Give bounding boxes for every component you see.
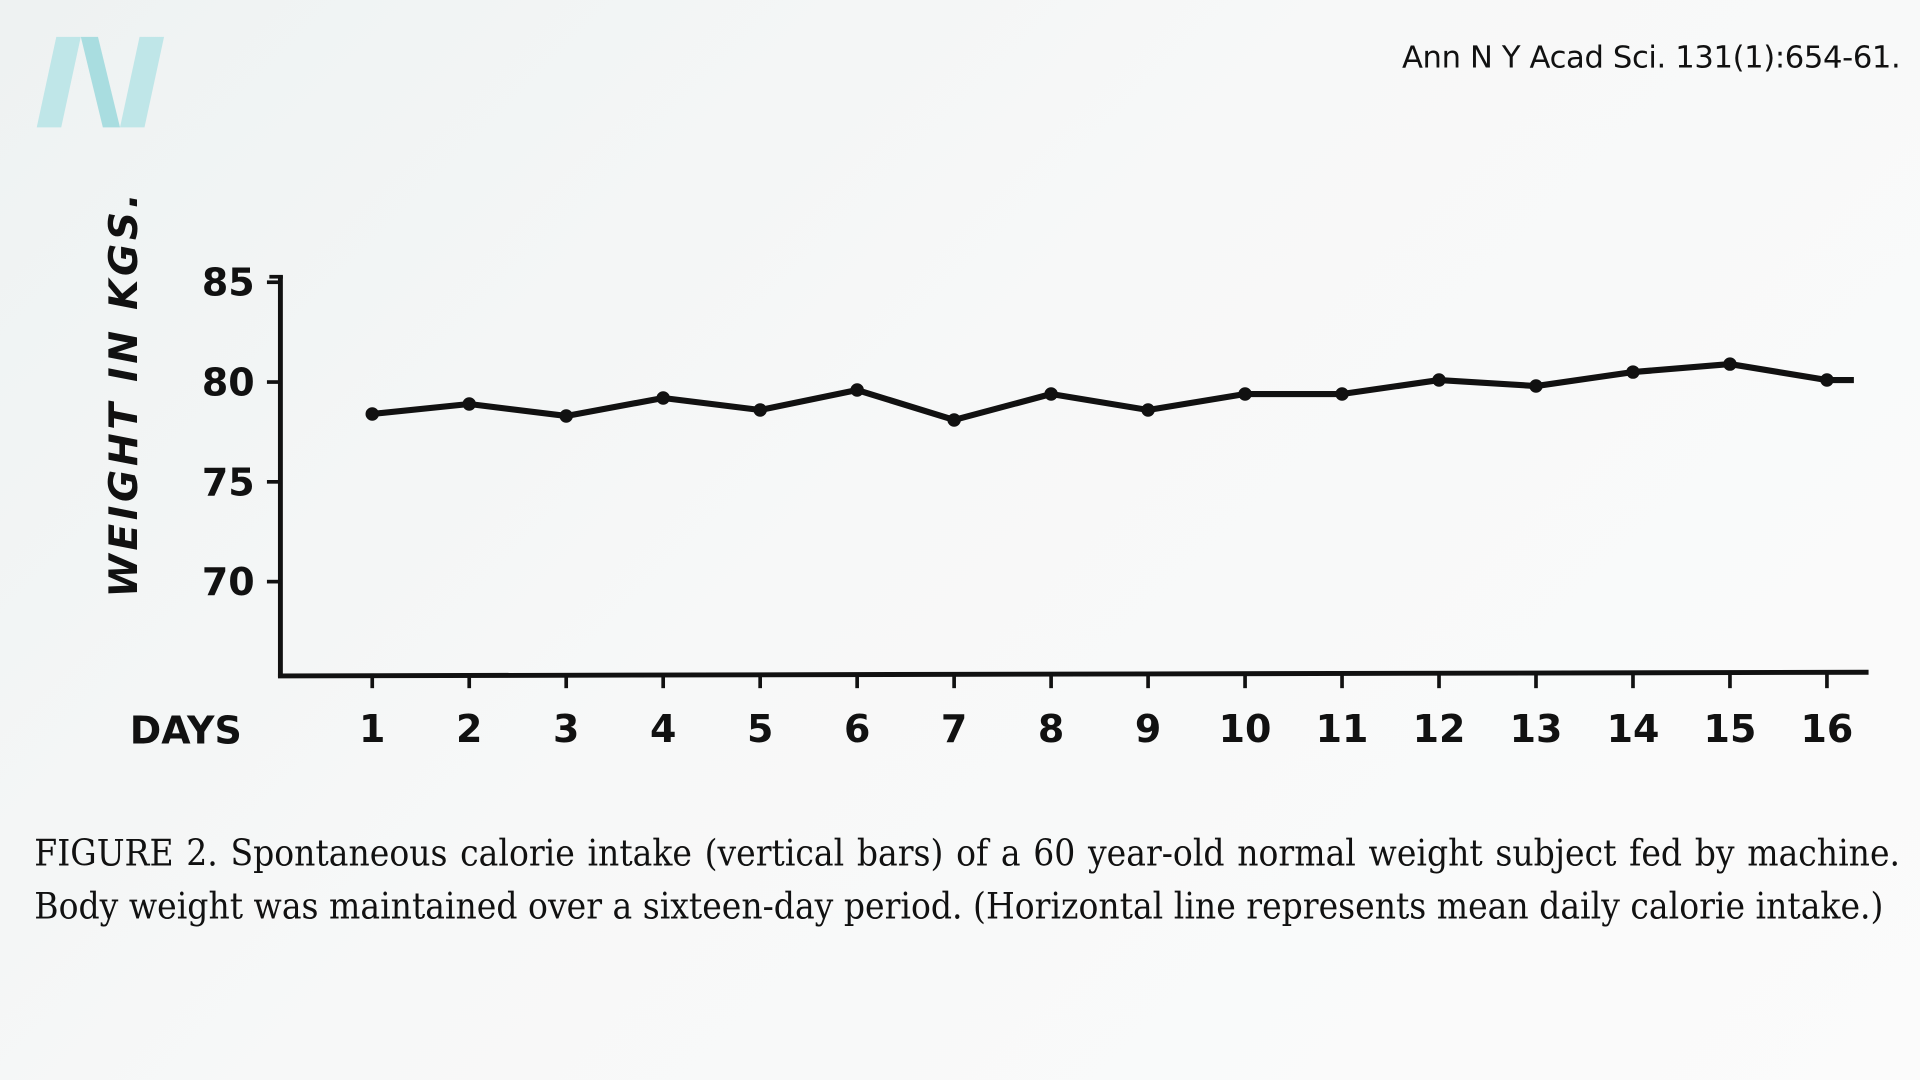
data-point: [1626, 365, 1640, 379]
data-point: [1141, 403, 1155, 417]
x-tick-label: 8: [1038, 707, 1064, 751]
x-tick-label: 15: [1704, 707, 1757, 751]
x-tick-label: 1: [359, 707, 385, 751]
data-point: [462, 397, 476, 411]
data-point: [1044, 387, 1058, 401]
y-axis-label: WEIGHT IN KGS.: [102, 190, 147, 598]
data-point: [365, 407, 379, 421]
x-tick-label: 5: [747, 707, 773, 751]
data-point: [850, 383, 864, 397]
data-point: [1335, 387, 1349, 401]
data-point: [947, 413, 961, 427]
x-tick-label: 13: [1510, 707, 1563, 751]
data-point: [1432, 373, 1446, 387]
logo-icon: [36, 36, 165, 128]
citation: Ann N Y Acad Sci. 131(1):654-61.: [1401, 39, 1901, 75]
x-tick-label: 9: [1135, 707, 1161, 751]
x-tick-label: 12: [1413, 707, 1466, 751]
x-tick-label: 16: [1801, 707, 1854, 751]
x-tick-label: 10: [1219, 707, 1272, 751]
data-point: [1820, 373, 1834, 387]
x-axis-label: DAYS: [130, 708, 242, 752]
y-tick-label: 85: [202, 261, 255, 305]
x-axis-line: [277, 669, 1869, 679]
y-tick-label: 75: [202, 460, 255, 504]
y-axis-title: WEIGHT IN KGS.: [102, 190, 147, 598]
data-point: [753, 403, 767, 417]
y-tick-label: 80: [202, 361, 255, 405]
x-tick-label: 6: [844, 707, 870, 751]
data-point: [656, 391, 670, 405]
x-tick-label: 11: [1316, 707, 1369, 751]
y-tick-label: 70: [202, 560, 255, 604]
data-point: [559, 409, 573, 423]
data-point: [1529, 379, 1543, 393]
figure-caption: FIGURE 2. Spontaneous calorie intake (ve…: [34, 832, 1901, 929]
x-tick-label: 7: [941, 707, 967, 751]
x-tick-label: 2: [456, 707, 482, 751]
x-tick-label: 3: [553, 707, 579, 751]
x-tick-label: 14: [1607, 707, 1660, 751]
data-point: [1238, 387, 1252, 401]
data-point: [1723, 357, 1737, 371]
x-tick-label: 4: [650, 707, 676, 751]
